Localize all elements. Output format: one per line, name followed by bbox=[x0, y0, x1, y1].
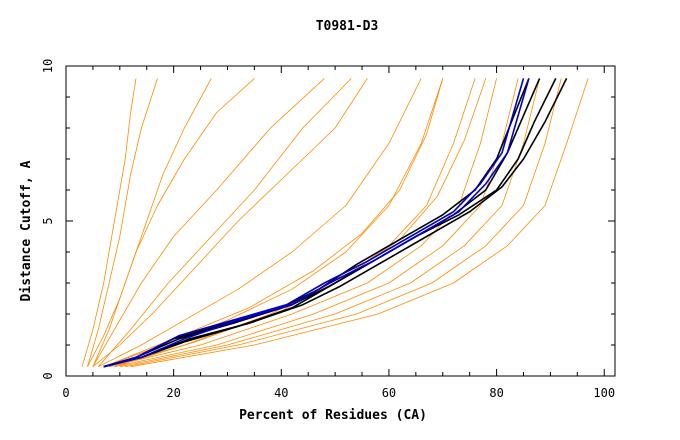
x-tick-label-0: 0 bbox=[62, 386, 69, 400]
model-line-0 bbox=[87, 78, 158, 367]
model-line-5 bbox=[81, 78, 137, 367]
model-line-14 bbox=[130, 78, 589, 368]
x-tick-label-40: 40 bbox=[274, 386, 288, 400]
model-line-9 bbox=[108, 78, 476, 368]
y-tick-label-10: 10 bbox=[41, 59, 55, 73]
model-line-15 bbox=[103, 78, 444, 368]
y-tick-label-0: 0 bbox=[41, 372, 55, 379]
model-line-12 bbox=[119, 78, 540, 368]
model-line-1 bbox=[92, 78, 212, 367]
model-line-10 bbox=[109, 78, 497, 368]
x-tick-label-20: 20 bbox=[166, 386, 180, 400]
x-axis-label: Percent of Residues (CA) bbox=[239, 408, 427, 423]
model-line-4 bbox=[97, 78, 352, 367]
model-line-13 bbox=[125, 78, 562, 368]
highlight-line-19 bbox=[103, 78, 557, 368]
tick-layer: 0 20 40 60 80 100 0 5 10 bbox=[41, 59, 615, 400]
highlight-line-22 bbox=[103, 78, 530, 368]
x-tick-label-100: 100 bbox=[593, 386, 615, 400]
highlight-line-21 bbox=[103, 78, 525, 368]
y-tick-label-5: 5 bbox=[41, 217, 55, 224]
y-axis-label: Distance Cutoff, A bbox=[19, 160, 34, 301]
model-line-11 bbox=[114, 78, 519, 368]
chart-title: T0981-D3 bbox=[316, 19, 379, 34]
model-line-3 bbox=[92, 78, 325, 367]
plot-frame bbox=[65, 65, 616, 377]
series-layer bbox=[81, 78, 589, 368]
model-line-6 bbox=[92, 78, 368, 368]
model-line-7 bbox=[98, 78, 422, 368]
model-line-2 bbox=[87, 78, 255, 367]
x-tick-label-80: 80 bbox=[489, 386, 503, 400]
highlight-line-20 bbox=[103, 78, 568, 368]
model-line-8 bbox=[103, 78, 444, 368]
highlight-line-17 bbox=[103, 78, 530, 368]
x-tick-label-60: 60 bbox=[382, 386, 396, 400]
